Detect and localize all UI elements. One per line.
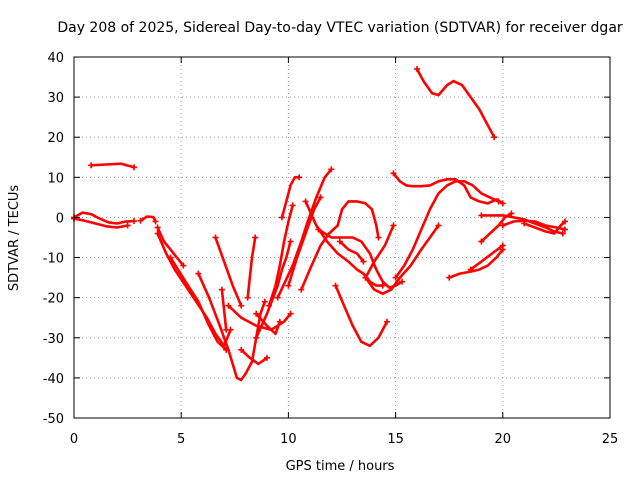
x-tick-label: 20 (495, 432, 512, 447)
y-tick-label: -50 (43, 412, 64, 427)
satellite-track (447, 248, 505, 279)
y-axis-label: SDTVAR / TECUs (7, 185, 22, 292)
satellite-track (220, 288, 228, 332)
y-tick-label: -40 (43, 372, 64, 387)
satellite-track (89, 162, 136, 169)
x-tick-label: 25 (602, 432, 619, 447)
satellite-track (267, 204, 295, 308)
satellite-track (72, 217, 129, 229)
satellite-track (338, 240, 365, 263)
satellite-track (317, 228, 404, 289)
satellite-track (254, 312, 282, 336)
satellite-track (469, 244, 505, 271)
satellite-track (246, 236, 257, 300)
satellite-track (227, 304, 292, 332)
y-tick-label: 40 (47, 51, 64, 66)
satellite-track (139, 215, 157, 223)
y-tick-label: -30 (43, 332, 64, 347)
satellite-track (304, 200, 385, 287)
satellite-track (254, 240, 292, 340)
satellite-track (364, 224, 440, 296)
satellite-track (501, 219, 567, 231)
y-tick-label: 30 (47, 91, 64, 106)
x-axis-label: GPS time / hours (286, 459, 395, 474)
y-tick-label: 20 (47, 131, 64, 146)
satellite-track (169, 256, 228, 352)
y-tick-label: 0 (56, 211, 64, 226)
satellite-track (522, 220, 567, 235)
x-tick-label: 5 (177, 432, 185, 447)
axis-ticks: 0 5 10 15 20 25 -50 -40 -30 -20 -10 0 10 20 30 40 (43, 51, 619, 447)
satellite-track (415, 67, 496, 139)
y-tick-label: -20 (43, 292, 64, 307)
satellite-track (392, 172, 505, 205)
x-tick-label: 10 (280, 432, 297, 447)
satellite-track (394, 180, 500, 279)
satellite-track (480, 214, 565, 235)
satellite-track (276, 168, 333, 300)
chart-title: Day 208 of 2025, Sidereal Day-to-day VTE… (57, 20, 623, 36)
satellite-track (364, 224, 395, 279)
satellite-track (239, 348, 269, 366)
satellite-track (214, 236, 243, 308)
satellite-track (299, 200, 380, 291)
satellite-track (480, 212, 513, 243)
satellite-track (156, 232, 232, 348)
plot-frame (73, 56, 611, 419)
satellite-track (156, 226, 185, 267)
satellite-track (287, 196, 322, 287)
satellite-track (334, 284, 389, 348)
x-tick-label: 15 (387, 432, 404, 447)
satellite-track (72, 211, 136, 225)
y-tick-label: -10 (43, 252, 64, 267)
data-series (71, 66, 568, 382)
x-tick-label: 0 (70, 432, 78, 447)
y-tick-label: 10 (47, 171, 64, 186)
satellite-track (197, 272, 267, 382)
